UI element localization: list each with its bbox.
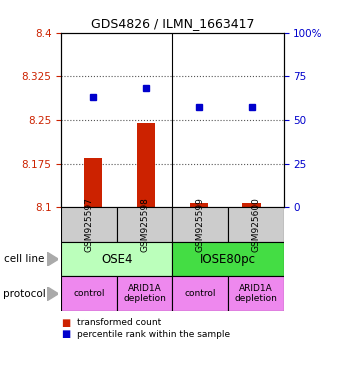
Text: GSM925599: GSM925599 (196, 197, 205, 252)
Bar (84, 158, 102, 207)
Bar (172, 207, 228, 242)
Text: GSM925598: GSM925598 (140, 197, 149, 252)
Text: cell line: cell line (4, 254, 44, 264)
Bar (61, 207, 117, 242)
Text: ■: ■ (61, 318, 70, 328)
Text: ■: ■ (61, 329, 70, 339)
Bar (228, 276, 284, 311)
Text: IOSE80pc: IOSE80pc (200, 253, 256, 266)
Text: control: control (73, 289, 105, 298)
Text: protocol: protocol (4, 289, 46, 299)
Bar (243, 203, 261, 207)
Polygon shape (47, 252, 58, 266)
Bar (117, 207, 172, 242)
Bar (117, 276, 172, 311)
Text: GSM925597: GSM925597 (85, 197, 93, 252)
Text: ARID1A
depletion: ARID1A depletion (123, 284, 166, 303)
Bar (190, 203, 208, 207)
Text: transformed count: transformed count (77, 318, 161, 327)
Text: control: control (184, 289, 216, 298)
Bar (61, 276, 117, 311)
Bar (172, 242, 284, 276)
Bar (61, 242, 172, 276)
Polygon shape (47, 287, 58, 301)
Title: GDS4826 / ILMN_1663417: GDS4826 / ILMN_1663417 (91, 17, 254, 30)
Bar (228, 207, 284, 242)
Bar (172, 276, 228, 311)
Text: GSM925600: GSM925600 (251, 197, 260, 252)
Text: OSE4: OSE4 (101, 253, 133, 266)
Bar (136, 123, 155, 207)
Text: percentile rank within the sample: percentile rank within the sample (77, 329, 230, 339)
Text: ARID1A
depletion: ARID1A depletion (234, 284, 277, 303)
